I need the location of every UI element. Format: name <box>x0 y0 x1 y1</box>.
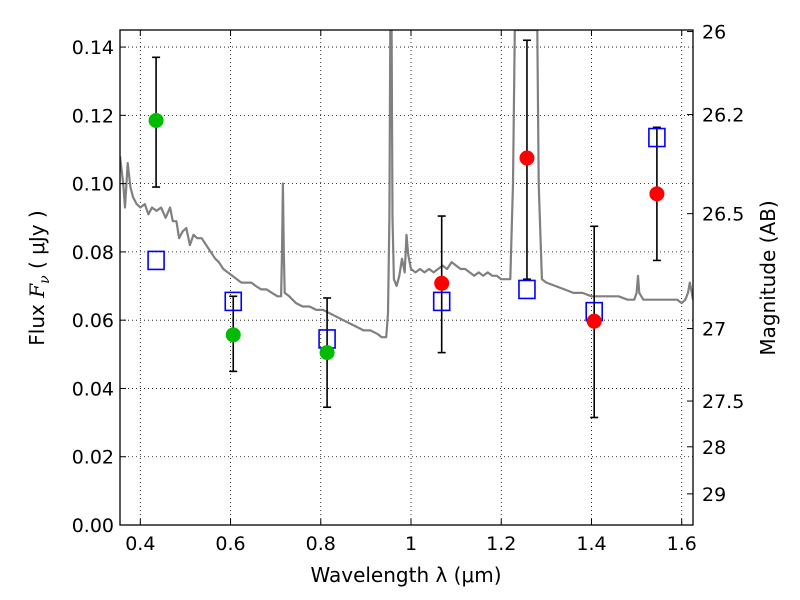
y-tick-label: 0.04 <box>72 378 114 400</box>
model-point-box <box>432 291 451 312</box>
x-tick-label: 0.8 <box>306 533 336 555</box>
y-tick-label: 0.08 <box>72 242 114 264</box>
x-tick-label: 1.6 <box>667 533 697 555</box>
grid-lines <box>120 30 693 526</box>
x-axis-label: Wavelength λ (μm) <box>310 563 501 587</box>
observed-point-red <box>649 186 665 202</box>
observed-point-red <box>586 313 602 329</box>
observed-point-green <box>225 327 241 343</box>
sed-curve-group <box>120 30 693 339</box>
mag-tick-label: 29 <box>702 484 726 506</box>
x-tick-label: 0.4 <box>125 533 155 555</box>
x-tick-label: 1.2 <box>486 533 516 555</box>
observed-point-green <box>148 112 164 128</box>
y-tick-label: 0.06 <box>72 310 114 332</box>
y-tick-label: 0.10 <box>72 174 114 196</box>
observed-points <box>148 112 665 361</box>
mag-tick-label: 26.2 <box>702 105 744 127</box>
y-axis-label: Flux Fν ( μJy ) <box>25 210 53 345</box>
y-axis-label-subscript: ν <box>37 275 53 284</box>
x-tick-label: 1 <box>405 533 417 555</box>
y2-axis-label: Magnitude (AB) <box>756 200 780 355</box>
model-point-box <box>224 291 243 312</box>
mag-tick-label: 26.5 <box>702 204 744 226</box>
model-point-box <box>147 250 165 271</box>
y-axis-label-prefix: Flux <box>25 298 49 346</box>
plot-background <box>120 30 693 525</box>
sed-curve <box>120 30 693 339</box>
mag-tick-label: 27 <box>702 319 726 341</box>
model-point-box <box>518 279 536 300</box>
observed-point-red <box>519 150 535 166</box>
x-tick-label: 0.6 <box>215 533 245 555</box>
y-axis-label-symbol: F <box>25 283 49 299</box>
plot-frame <box>119 29 694 526</box>
y-tick-label: 0.00 <box>72 515 114 537</box>
axis-ticks <box>120 30 693 526</box>
observed-point-red <box>434 275 450 291</box>
axis-tick-labels: 0.4 0.6 0.8 1 1.2 1.4 1.6 0.00 0.02 0.04 0.06 0.08 0… <box>72 22 745 555</box>
observed-point-green <box>319 345 335 361</box>
y-tick-label: 0.02 <box>72 447 114 469</box>
x-tick-label: 1.4 <box>576 533 606 555</box>
mag-tick-label: 27.5 <box>702 391 744 413</box>
y-tick-label: 0.14 <box>72 37 114 59</box>
y-axis-label-suffix: ( μJy ) <box>25 210 49 275</box>
mag-tick-label: 26 <box>702 22 726 44</box>
y-tick-label: 0.12 <box>72 105 114 127</box>
model-point-box <box>648 127 666 148</box>
mag-tick-label: 28 <box>702 437 726 459</box>
model-points <box>147 127 666 349</box>
